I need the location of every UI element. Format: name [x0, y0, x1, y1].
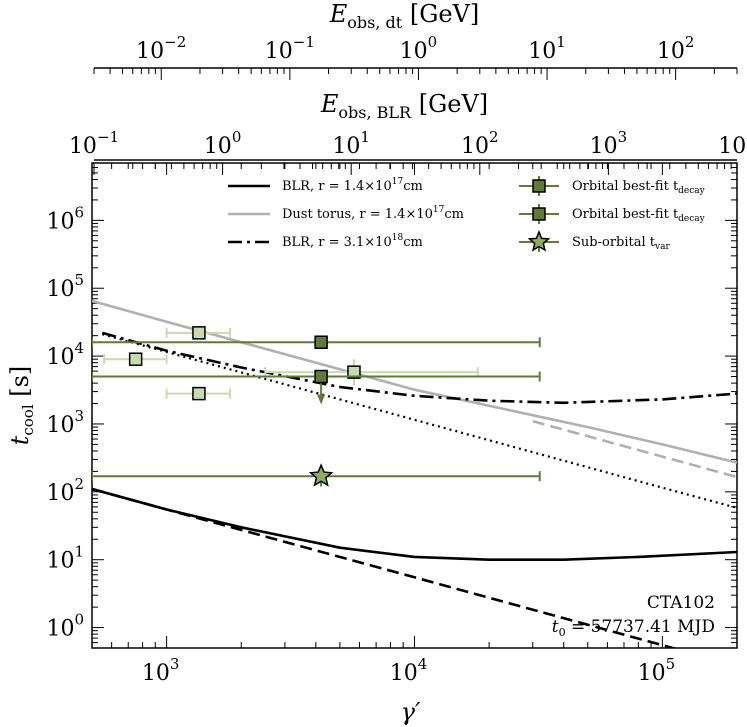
series-line-0 — [92, 487, 737, 561]
legend-entry: Orbital best-fit tdecay — [572, 179, 706, 196]
top-axis-dt-tick-label: 101 — [528, 33, 566, 64]
annotation-epoch: t0 = 57737.41 MJD — [552, 617, 715, 639]
x-tick-label: 105 — [638, 655, 676, 686]
legend: BLR, r = 1.4×1017cm Dust torus, r = 1.4×1… — [228, 176, 706, 252]
y-tick-label: 106 — [46, 203, 84, 234]
x-tick-label: 103 — [142, 655, 180, 686]
point-square-marker — [347, 365, 361, 379]
legend-entry: Dust torus, r = 1.4×1017cm — [282, 205, 464, 222]
point-square-marker — [314, 369, 328, 384]
legend-entry: Sub-orbital tvar — [572, 235, 670, 252]
annotation-source: CTA102 — [647, 593, 715, 613]
legend-square-marker — [532, 207, 546, 221]
series-line-3 — [532, 419, 737, 479]
y-tick-label: 103 — [46, 407, 84, 438]
legend-star-marker — [527, 230, 551, 252]
point-upper-arrow — [317, 394, 326, 405]
legend-entry: Orbital best-fit tdecay — [572, 207, 706, 224]
point-square-marker — [192, 386, 206, 401]
points-group — [92, 326, 541, 487]
series-group — [92, 299, 737, 648]
legend-entry: BLR, r = 1.4×1017cm — [282, 177, 423, 194]
top-axis-blr-tick-label: 101 — [332, 128, 370, 159]
top-axis-dt-tick-label: 10−2 — [136, 33, 186, 64]
legend-entry: BLR, r = 3.1×1018cm — [282, 233, 423, 250]
x-tick-label: 104 — [390, 655, 428, 686]
y-axis-label: tcool [s] — [6, 366, 37, 446]
y-tick-label: 105 — [46, 271, 84, 302]
point-square-marker — [314, 335, 328, 349]
top-axis-dt-tick-label: 10−1 — [265, 33, 315, 64]
top-axis-blr-tick-label: 104 — [718, 128, 747, 159]
series-line-5 — [102, 333, 737, 509]
point-square-marker — [128, 352, 143, 366]
series-line-2 — [92, 299, 737, 464]
top-axis-blr-tick-label: 10−1 — [69, 128, 119, 159]
y-tick-label: 102 — [46, 475, 84, 506]
y-tick-label: 100 — [46, 611, 84, 642]
y-tick-label: 104 — [46, 339, 84, 370]
point-square-marker — [192, 326, 206, 340]
top-axis-dt-tick-label: 100 — [400, 33, 438, 64]
series-line-4 — [101, 331, 737, 405]
point-star-marker — [308, 463, 334, 487]
top-axis-blr-tick-label: 102 — [461, 128, 499, 159]
top-axis-blr-tick-label: 100 — [204, 128, 242, 159]
x-axis-label: γ′ — [401, 698, 421, 726]
y-tick-label: 101 — [46, 543, 84, 574]
legend-square-marker — [532, 179, 546, 193]
top-axis-dt-tick-label: 102 — [657, 33, 695, 64]
top-axis-blr-tick-label: 103 — [590, 128, 628, 159]
top-axis-blr-label: Eobs, BLR [GeV] — [320, 90, 488, 122]
series-line-1 — [92, 487, 678, 648]
top-axis-dt-label: Eobs, dt [GeV] — [329, 0, 480, 32]
